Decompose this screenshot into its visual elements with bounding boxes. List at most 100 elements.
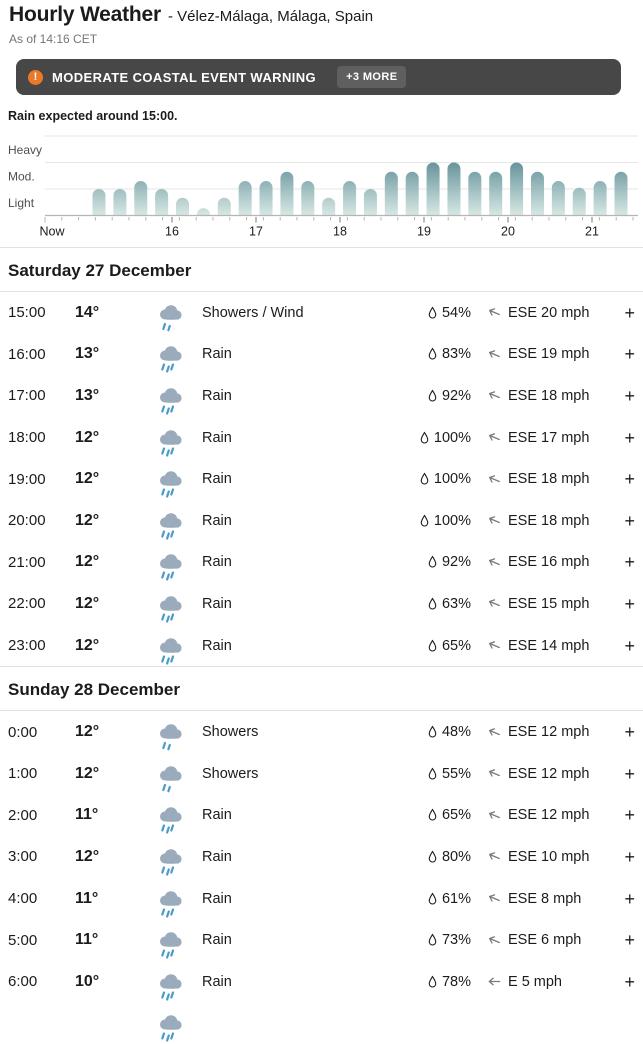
droplet-icon (427, 389, 438, 403)
precip-bar (406, 172, 419, 216)
row-temperature: 11° (75, 890, 155, 908)
precip-bar (468, 172, 481, 216)
x-axis-label: 16 (165, 225, 179, 239)
expand-row-button[interactable]: + (615, 345, 635, 363)
wind-arrow-icon (485, 469, 505, 489)
alert-circle-icon: ! (28, 70, 43, 85)
row-time: 23:00 (8, 637, 75, 654)
row-time: 2:00 (8, 807, 75, 824)
precip-percent: 92% (442, 554, 471, 570)
condition-label: Rain (202, 346, 385, 362)
row-time: 20:00 (8, 512, 75, 529)
precip-bar (615, 172, 628, 216)
expand-row-button[interactable]: + (615, 931, 635, 949)
condition-label: Rain (202, 638, 385, 654)
droplet-icon (427, 306, 438, 320)
precip-percent: 61% (442, 891, 471, 907)
row-temperature: 12° (75, 429, 155, 447)
day-section-heading: Sunday 28 December (0, 667, 643, 711)
row-time: 22:00 (8, 595, 75, 612)
rain-cloud-icon (155, 888, 185, 920)
droplet-icon (427, 850, 438, 864)
droplet-icon (427, 892, 438, 906)
precip-percent: 78% (442, 974, 471, 990)
precip-percent: 100% (434, 513, 471, 529)
rain-cloud-icon (155, 1012, 185, 1044)
wind-label: E 5 mph (508, 974, 562, 990)
wind-label: ESE 10 mph (508, 849, 589, 865)
droplet-icon (419, 514, 430, 528)
precip-bar (113, 189, 126, 216)
row-time: 0:00 (8, 724, 75, 741)
wind-label: ESE 16 mph (508, 554, 589, 570)
row-time: 21:00 (8, 554, 75, 571)
droplet-icon (427, 808, 438, 822)
precip-bar (134, 181, 147, 215)
expand-row-button[interactable]: + (615, 553, 635, 571)
x-axis-label: 19 (417, 225, 431, 239)
expand-row-button[interactable]: + (615, 765, 635, 783)
showers-cloud-icon (155, 721, 185, 753)
row-time: 5:00 (8, 932, 75, 949)
y-axis-label: Heavy (8, 143, 42, 157)
rain-cloud-icon (155, 846, 185, 878)
more-alerts-button[interactable]: +3 MORE (337, 66, 406, 88)
precip-bar (531, 172, 544, 216)
precip-bar (218, 198, 231, 216)
row-temperature: 12° (75, 765, 155, 783)
expand-row-button[interactable]: + (615, 595, 635, 613)
precip-bar (489, 172, 502, 216)
expand-row-button[interactable]: + (615, 429, 635, 447)
expand-row-button[interactable]: + (615, 470, 635, 488)
row-time: 3:00 (8, 848, 75, 865)
weather-alert-banner[interactable]: ! MODERATE COASTAL EVENT WARNING +3 MORE (16, 59, 621, 95)
condition-label: Rain (202, 388, 385, 404)
droplet-icon (419, 431, 430, 445)
wind-arrow-icon (485, 303, 505, 323)
wind-arrow-icon (485, 594, 505, 614)
droplet-icon (427, 975, 438, 989)
precip-percent: 48% (442, 724, 471, 740)
row-time: 18:00 (8, 429, 75, 446)
row-temperature: 10° (75, 973, 155, 991)
expand-row-button[interactable]: + (615, 723, 635, 741)
wind-arrow-icon (487, 974, 502, 989)
expand-row-button[interactable]: + (615, 806, 635, 824)
condition-label: Rain (202, 554, 385, 570)
expand-row-button[interactable]: + (615, 512, 635, 530)
expand-row-button[interactable]: + (615, 973, 635, 991)
wind-arrow-icon (485, 764, 505, 784)
wind-label: ESE 17 mph (508, 430, 589, 446)
wind-label: ESE 15 mph (508, 596, 589, 612)
rain-cloud-icon (155, 468, 185, 500)
expand-row-button[interactable]: + (615, 637, 635, 655)
hourly-row-partial[interactable] (0, 1003, 643, 1044)
expand-row-button[interactable]: + (615, 848, 635, 866)
y-axis-label: Mod. (8, 169, 35, 183)
expand-row-button[interactable]: + (615, 304, 635, 322)
wind-label: ESE 12 mph (508, 724, 589, 740)
row-temperature: 12° (75, 512, 155, 530)
x-axis-label: Now (39, 225, 65, 239)
expand-row-button[interactable]: + (615, 387, 635, 405)
row-temperature: 11° (75, 806, 155, 824)
expand-row-button[interactable]: + (615, 890, 635, 908)
